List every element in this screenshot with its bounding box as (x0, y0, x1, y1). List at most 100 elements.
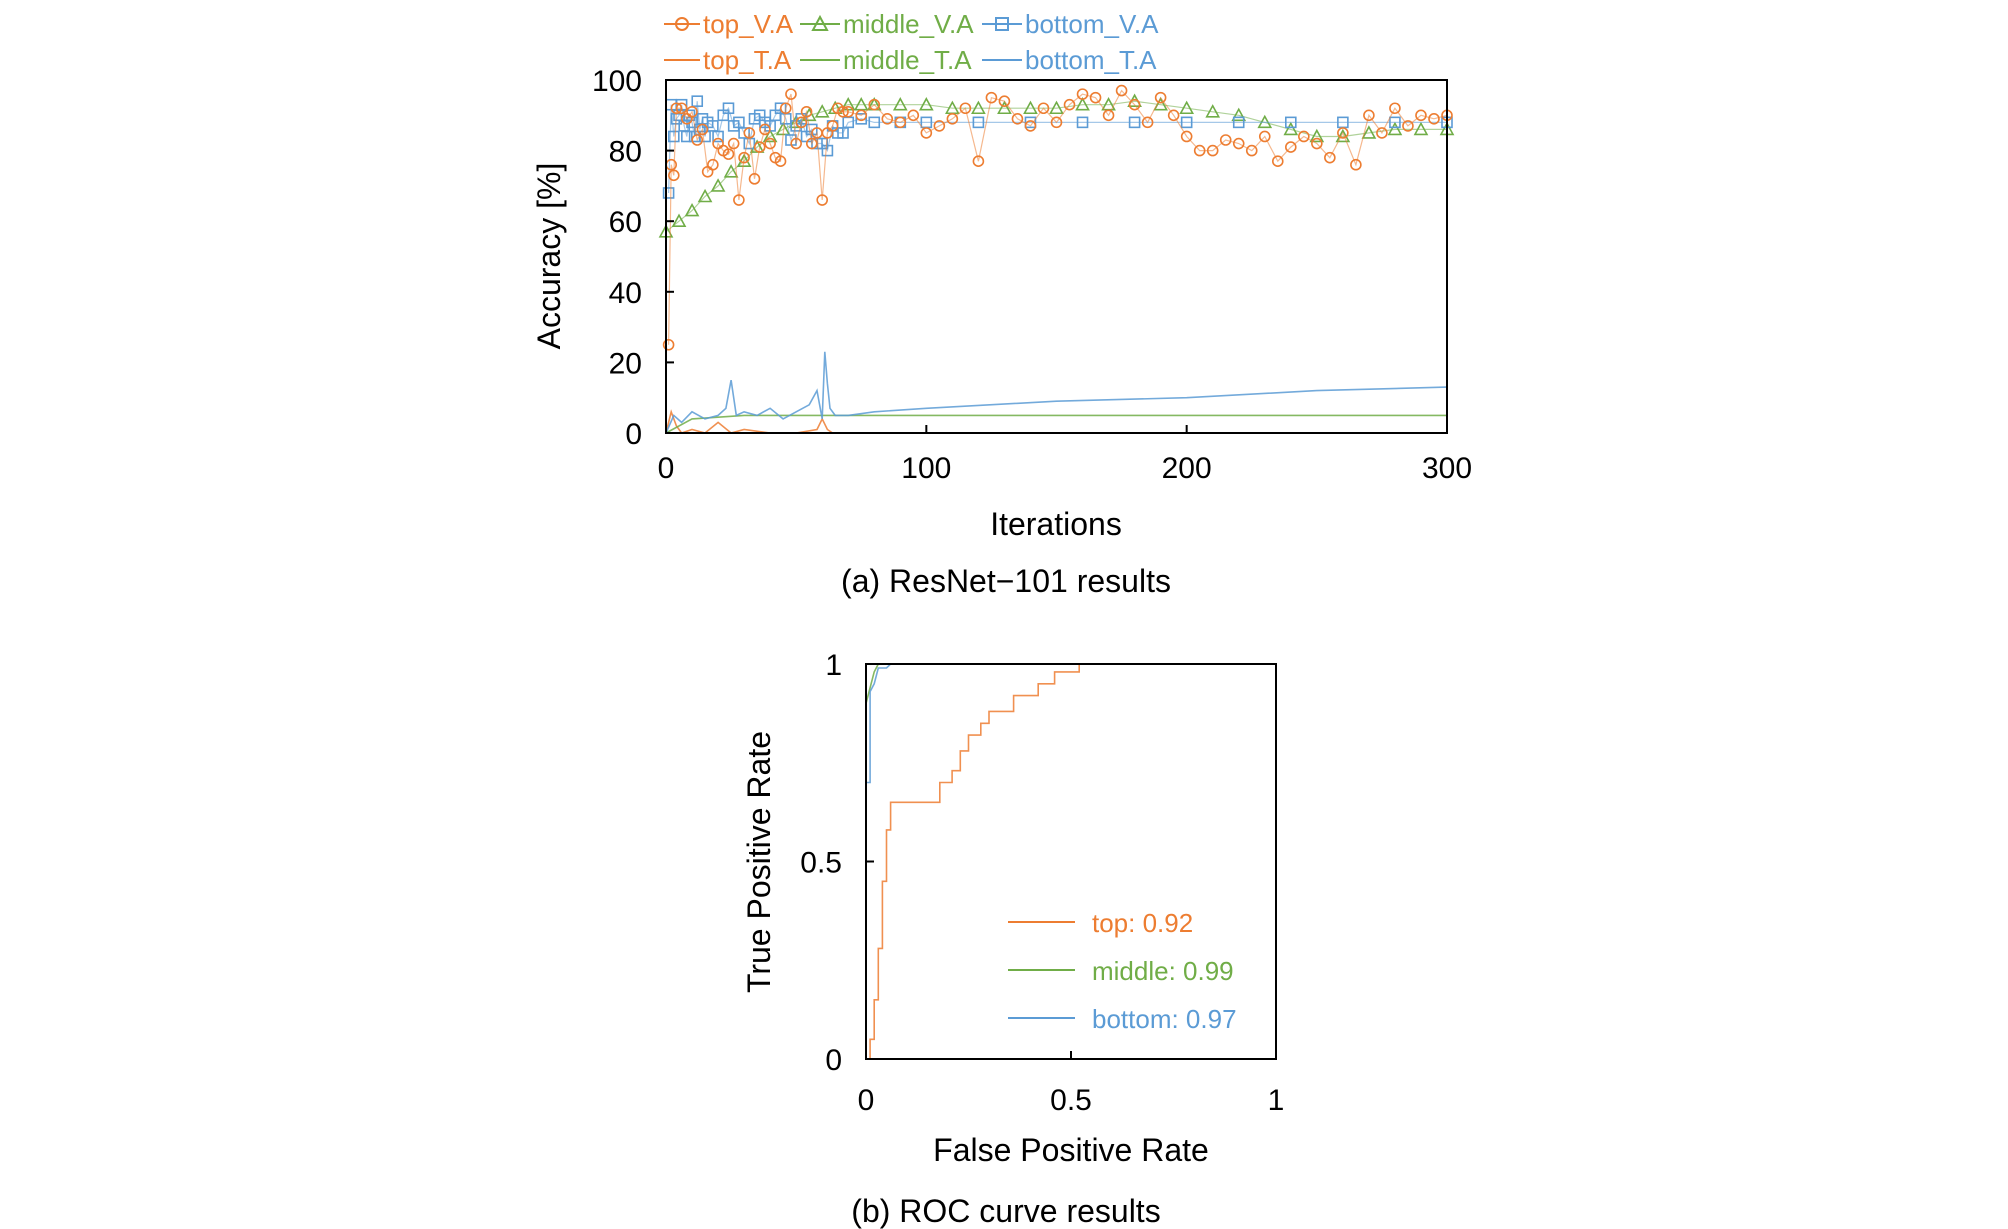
accuracy-point-top-v-a (1415, 109, 1427, 122)
roc-legend-label-top: top: 0.92 (1092, 908, 1193, 938)
legend-item-middle-ta: middle_T.A (800, 45, 972, 75)
accuracy-point-top-v-a (1167, 109, 1180, 122)
accuracy-point-top-v-a (1271, 155, 1284, 167)
accuracy-point-bottom-v-a (1128, 116, 1141, 129)
accuracy-point-top-v-a (738, 151, 750, 164)
legend-label-middle-va: middle_V.A (843, 9, 974, 39)
accuracy-point-top-v-a (959, 102, 972, 115)
accuracy-point-top-v-a (1258, 130, 1271, 143)
accuracy-ytick-label: 20 (609, 347, 642, 380)
accuracy-point-bottom-v-a (1389, 116, 1401, 129)
accuracy-point-top-v-a (722, 148, 735, 160)
accuracy-ylabel: Accuracy [%] (531, 163, 567, 350)
accuracy-point-top-v-a (1011, 113, 1024, 125)
roc-legend: top: 0.92 middle: 0.99 bottom: 0.97 (1008, 908, 1237, 1034)
accuracy-point-bottom-v-a (1232, 116, 1245, 129)
roc-axes: 0 0.5 1 0 0.5 1 (800, 649, 1284, 1117)
accuracy-point-top-v-a (1063, 98, 1076, 111)
accuracy-axes: 0 100 200 300 0 20 40 60 80 100 (592, 65, 1472, 485)
accuracy-point-bottom-v-a (868, 116, 881, 129)
accuracy-ytick-label: 100 (592, 65, 642, 98)
accuracy-point-top-v-a (753, 141, 766, 153)
accuracy-point-top-v-a (800, 105, 813, 118)
accuracy-point-top-v-a (1232, 137, 1245, 150)
accuracy-point-top-v-a (868, 98, 881, 111)
accuracy-ytick-label: 60 (609, 206, 642, 239)
accuracy-xlabel: Iterations (990, 506, 1122, 542)
accuracy-series-layer (658, 84, 1455, 434)
accuracy-point-top-v-a (1245, 144, 1258, 157)
accuracy-point-top-v-a (1102, 109, 1115, 122)
accuracy-point-top-v-a (998, 95, 1011, 107)
accuracy-legend: top_V.A middle_V.A bottom_V.A top_T.A mi… (664, 9, 1159, 75)
accuracy-point-middle-v-a (1283, 121, 1299, 136)
accuracy-point-middle-v-a (814, 104, 830, 118)
accuracy-point-top-v-a (826, 120, 839, 132)
accuracy-point-middle-v-a (1361, 125, 1377, 139)
roc-series-line-bottom-0-97 (865, 663, 1277, 1059)
roc-plot-frame (865, 663, 1277, 1060)
legend-label-middle-ta: middle_T.A (843, 45, 972, 75)
accuracy-point-top-v-a (1115, 84, 1128, 97)
roc-series-line-middle-0-99 (865, 663, 1276, 1059)
roc-xlabel: False Positive Rate (933, 1132, 1209, 1168)
roc-legend-label-middle: middle: 0.99 (1092, 956, 1234, 986)
accuracy-point-middle-v-a (1205, 104, 1221, 118)
accuracy-series-line-top-v-a (668, 89, 1448, 345)
accuracy-point-top-v-a (842, 105, 855, 118)
accuracy-point-top-v-a (785, 88, 797, 100)
roc-legend-item-middle: middle: 0.99 (1008, 956, 1234, 986)
accuracy-point-middle-v-a (684, 202, 700, 217)
accuracy-point-top-v-a (837, 105, 849, 118)
accuracy-point-top-v-a (1219, 134, 1232, 146)
accuracy-point-bottom-v-a (1076, 116, 1089, 129)
accuracy-point-top-v-a (779, 102, 792, 115)
accuracy-point-bottom-v-a (722, 102, 735, 115)
accuracy-point-top-v-a (1350, 158, 1362, 171)
accuracy-series-line-bottom-t-a (665, 351, 1448, 434)
roc-legend-item-bottom: bottom: 0.97 (1008, 1004, 1237, 1034)
accuracy-point-bottom-v-a (712, 130, 724, 143)
accuracy-point-top-v-a (764, 137, 776, 150)
accuracy-point-top-v-a (1376, 127, 1388, 139)
accuracy-point-top-v-a (1428, 113, 1440, 125)
accuracy-point-top-v-a (743, 127, 756, 139)
legend-item-bottom-va: bottom_V.A (982, 9, 1159, 39)
accuracy-point-middle-v-a (1075, 97, 1090, 111)
accuracy-point-top-v-a (727, 137, 740, 150)
legend-label-top-ta: top_T.A (703, 45, 792, 75)
accuracy-point-top-v-a (1154, 91, 1167, 104)
accuracy-point-bottom-v-a (972, 116, 985, 129)
accuracy-point-middle-v-a (918, 97, 934, 111)
accuracy-point-bottom-v-a (668, 130, 680, 143)
accuracy-point-middle-v-a (1049, 100, 1064, 115)
accuracy-point-top-v-a (946, 113, 959, 125)
roc-ytick-label: 1 (825, 649, 842, 682)
accuracy-point-top-v-a (1089, 91, 1102, 104)
accuracy-point-top-v-a (707, 158, 719, 171)
accuracy-point-top-v-a (748, 173, 761, 185)
accuracy-point-top-v-a (894, 116, 907, 129)
accuracy-point-top-v-a (855, 109, 868, 122)
accuracy-point-top-v-a (662, 338, 675, 351)
accuracy-point-top-v-a (907, 109, 920, 122)
accuracy-point-middle-v-a (1387, 121, 1403, 136)
accuracy-point-top-v-a (1389, 102, 1401, 115)
accuracy-point-bottom-v-a (662, 187, 675, 199)
roc-xtick-label: 1 (1268, 1084, 1285, 1117)
accuracy-point-top-v-a (670, 102, 683, 115)
accuracy-point-top-v-a (1076, 88, 1089, 100)
accuracy-series-line-middle-v-a (665, 100, 1447, 233)
accuracy-point-middle-v-a (1023, 100, 1038, 115)
roc-legend-item-top: top: 0.92 (1008, 908, 1193, 938)
accuracy-xtick-label: 100 (901, 452, 951, 485)
accuracy-point-bottom-v-a (821, 144, 834, 157)
caption-b: (b) ROC curve results (851, 1193, 1160, 1229)
accuracy-xtick-label: 300 (1422, 452, 1472, 485)
roc-xtick-label: 0.5 (1050, 1084, 1092, 1117)
accuracy-point-middle-v-a (723, 164, 739, 178)
accuracy-point-top-v-a (696, 123, 709, 136)
accuracy-point-top-v-a (668, 169, 680, 182)
accuracy-point-bottom-v-a (1180, 116, 1193, 129)
